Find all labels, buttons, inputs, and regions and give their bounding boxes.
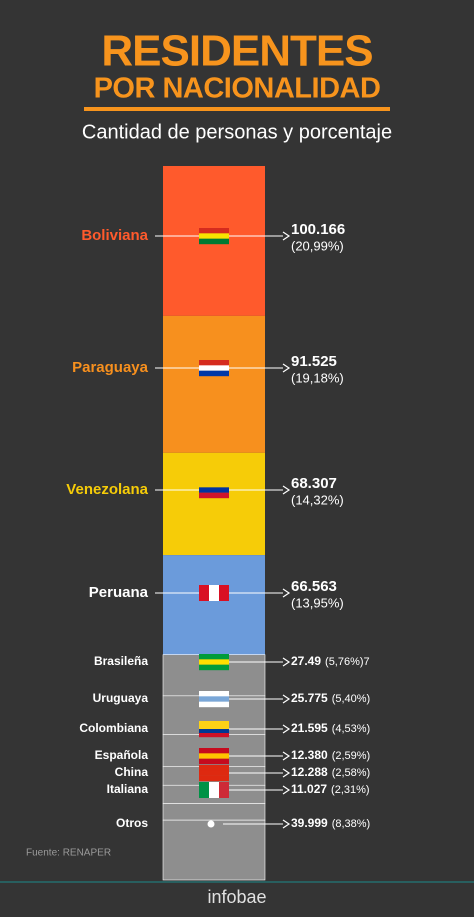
value-number: 27.49	[291, 654, 321, 668]
flag-stripe	[199, 492, 229, 499]
value-number: 21.595	[291, 721, 328, 735]
flag-stripe	[199, 691, 229, 697]
arrowhead	[282, 768, 291, 778]
share-label: (13,95%)	[291, 595, 344, 610]
flag-stripe	[199, 659, 229, 665]
arrowhead	[282, 751, 291, 761]
category-label: Italiana	[107, 782, 149, 796]
subtitle: Cantidad de personas y porcentaje	[82, 121, 392, 143]
arrowhead	[282, 724, 291, 734]
flag-stripe	[209, 585, 219, 601]
flag-stripe	[199, 782, 209, 798]
brand: infobae	[207, 887, 266, 907]
arrowhead	[282, 694, 291, 704]
arrowhead	[282, 485, 291, 495]
value-label: 12.380 (2,59%)	[291, 748, 370, 762]
value-number: 11.027	[291, 782, 327, 796]
arrowhead	[282, 819, 291, 829]
flag-stripe	[199, 228, 229, 234]
flag-stripe	[199, 654, 229, 660]
segment	[163, 555, 265, 655]
category-label: Otros	[116, 816, 148, 830]
category-label: Boliviana	[81, 227, 148, 244]
flag-stripe	[199, 753, 229, 759]
title-line2: POR NACIONALIDAD	[94, 73, 381, 105]
flag-stripe	[219, 782, 229, 798]
category-label: Uruguaya	[93, 691, 149, 705]
arrowhead	[282, 657, 291, 667]
flag-stripe	[199, 758, 229, 765]
arrowhead	[282, 231, 291, 241]
share-label: (19,18%)	[291, 370, 344, 385]
value-label: 11.027 (2,31%)	[291, 782, 370, 796]
flag-stripe	[199, 729, 229, 734]
segment	[162, 819, 266, 881]
category-label: Peruana	[89, 584, 149, 601]
category-label: China	[115, 765, 149, 779]
flag-stripe	[209, 782, 219, 798]
flag-stripe	[199, 360, 229, 366]
value-number: 12.380	[291, 748, 328, 762]
flag-stripe	[199, 365, 229, 371]
flag-stripe	[199, 585, 209, 601]
category-label: Venezolana	[66, 481, 148, 498]
dot	[207, 820, 215, 828]
value-label: 66.563	[291, 578, 337, 595]
value-number: 12.288	[291, 765, 328, 779]
share-label: (2,58%)	[332, 767, 371, 779]
category-label: Colombiana	[79, 721, 148, 735]
value-label: 25.775 (5,40%)	[291, 691, 370, 705]
flag-stripe	[199, 721, 229, 726]
flag-stripe	[199, 482, 229, 488]
arrowhead	[282, 363, 291, 373]
flag-stripe	[199, 370, 229, 377]
value-number: 25.775	[291, 691, 328, 705]
share-label: (14,32%)	[291, 492, 344, 507]
share-label: (2,31%)	[331, 784, 370, 796]
value-label: 39.999 (8,38%)	[291, 816, 370, 830]
share-label: (20,99%)	[291, 238, 344, 253]
share-label: (2,59%)	[332, 750, 371, 762]
share-label: (5,76%)7	[325, 656, 370, 668]
flag-stripe	[199, 733, 229, 738]
category-label: Paraguaya	[72, 359, 149, 376]
category-label: Brasileña	[94, 654, 148, 668]
flag-stripe	[199, 701, 229, 708]
share-label: (8,38%)	[332, 818, 371, 830]
flag-stripe	[199, 770, 229, 776]
value-label: 100.166	[291, 221, 345, 238]
flag-stripe	[199, 487, 229, 493]
flag-stripe	[199, 748, 229, 754]
source: Fuente: RENAPER	[26, 848, 111, 859]
flag-stripe	[199, 238, 229, 245]
flag-stripe	[199, 765, 229, 771]
value-label: 21.595 (4,53%)	[291, 721, 370, 735]
value-label: 91.525	[291, 353, 337, 370]
title-rule	[84, 107, 390, 111]
arrowhead	[282, 785, 291, 795]
flag-stripe	[199, 775, 229, 782]
arrowhead	[282, 588, 291, 598]
flag-stripe	[199, 696, 229, 702]
category-label: Española	[95, 748, 149, 762]
segment	[163, 315, 265, 453]
flag-stripe	[219, 585, 229, 601]
segment	[163, 452, 265, 556]
share-label: (4,53%)	[332, 723, 371, 735]
share-label: (5,40%)	[332, 693, 371, 705]
value-number: 39.999	[291, 816, 328, 830]
flag-stripe	[199, 725, 229, 730]
flag-stripe	[199, 233, 229, 239]
flag-stripe	[199, 664, 229, 671]
title: RESIDENTES	[101, 27, 372, 76]
segment	[162, 803, 266, 821]
value-label: 12.288 (2,58%)	[291, 765, 370, 779]
value-label: 27.49 (5,76%)7	[291, 654, 370, 668]
value-label: 68.307	[291, 475, 337, 492]
